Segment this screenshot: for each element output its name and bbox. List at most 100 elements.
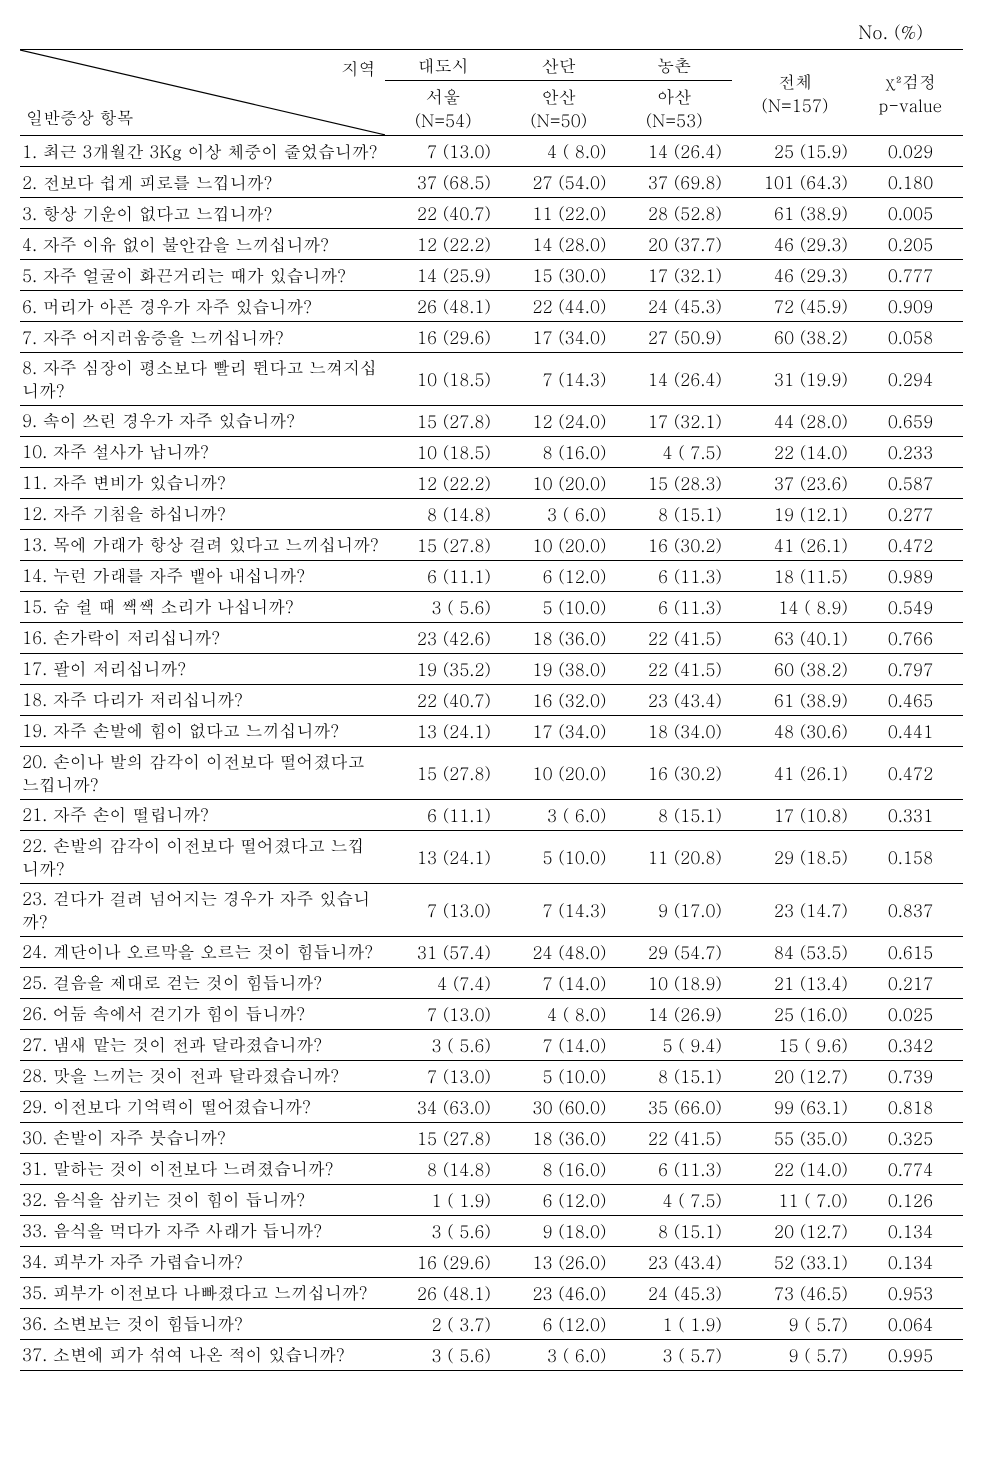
- question-cell: 24. 계단이나 오르막을 오르는 것이 힘듭니까?: [20, 936, 385, 967]
- value-cell: 15 (27.8): [385, 746, 501, 799]
- value-cell: 26 (48.1): [385, 1277, 501, 1308]
- value-cell: 13 (26.0): [501, 1246, 617, 1277]
- table-row: 35. 피부가 이전보다 나빠졌다고 느끼십니까?26 (48.1)23 (46…: [20, 1277, 963, 1308]
- question-cell: 11. 자주 변비가 있습니까?: [20, 467, 385, 498]
- city-n: (N=50): [530, 108, 587, 132]
- question-cell: 25. 걸음을 제대로 걷는 것이 힘듭니까?: [20, 967, 385, 998]
- pvalue-cell: 0.233: [858, 436, 963, 467]
- group-rural: 농촌: [616, 50, 732, 81]
- value-cell: 6 (11.1): [385, 560, 501, 591]
- question-cell: 12. 자주 기침을 하십니까?: [20, 498, 385, 529]
- value-cell: 15 (30.0): [501, 260, 617, 291]
- value-cell: 7 (14.0): [501, 1029, 617, 1060]
- value-cell: 6 (12.0): [501, 560, 617, 591]
- value-cell: 16 (30.2): [616, 746, 732, 799]
- value-cell: 25 (16.0): [732, 998, 858, 1029]
- value-cell: 13 (24.1): [385, 715, 501, 746]
- value-cell: 46 (29.3): [732, 229, 858, 260]
- value-cell: 24 (45.3): [616, 1277, 732, 1308]
- pvalue-cell: 0.989: [858, 560, 963, 591]
- symptom-table: 지역 일반증상 항목 대도시 산단 농촌 전체 (N=157) χ²검정 p-v…: [20, 49, 963, 1371]
- question-cell: 18. 자주 다리가 저리십니까?: [20, 684, 385, 715]
- value-cell: 101 (64.3): [732, 167, 858, 198]
- value-cell: 28 (52.8): [616, 198, 732, 229]
- table-row: 2. 전보다 쉽게 피로를 느낍니까?37 (68.5)27 (54.0)37 …: [20, 167, 963, 198]
- pvalue-cell: 0.587: [858, 467, 963, 498]
- pvalue-cell: 0.797: [858, 653, 963, 684]
- value-cell: 5 (10.0): [501, 1060, 617, 1091]
- group-big-city: 대도시: [385, 50, 501, 81]
- question-cell: 31. 말하는 것이 이전보다 느려졌습니까?: [20, 1153, 385, 1184]
- value-cell: 19 (38.0): [501, 653, 617, 684]
- value-cell: 22 (41.5): [616, 653, 732, 684]
- value-cell: 9 (18.0): [501, 1215, 617, 1246]
- table-row: 30. 손발이 자주 붓습니까?15 (27.8)18 (36.0)22 (41…: [20, 1122, 963, 1153]
- header-total: 전체 (N=157): [732, 50, 858, 136]
- table-row: 10. 자주 설사가 납니까?10 (18.5)8 (16.0)4 ( 7.5)…: [20, 436, 963, 467]
- value-cell: 18 (36.0): [501, 622, 617, 653]
- value-cell: 10 (20.0): [501, 467, 617, 498]
- value-cell: 6 (12.0): [501, 1308, 617, 1339]
- value-cell: 16 (29.6): [385, 1246, 501, 1277]
- pvalue-cell: 0.953: [858, 1277, 963, 1308]
- value-cell: 3 ( 5.6): [385, 1029, 501, 1060]
- table-row: 17. 팔이 저리십니까?19 (35.2)19 (38.0)22 (41.5)…: [20, 653, 963, 684]
- value-cell: 8 (15.1): [616, 799, 732, 830]
- value-cell: 99 (63.1): [732, 1091, 858, 1122]
- city-ansan: 안산 (N=50): [501, 81, 617, 136]
- value-cell: 5 (10.0): [501, 591, 617, 622]
- question-cell: 3. 항상 기운이 없다고 느낍니까?: [20, 198, 385, 229]
- value-cell: 16 (30.2): [616, 529, 732, 560]
- total-n: (N=157): [761, 93, 828, 117]
- question-cell: 13. 목에 가래가 항상 걸려 있다고 느끼십니까?: [20, 529, 385, 560]
- table-row: 8. 자주 심장이 평소보다 빨리 뛴다고 느껴지십니까?10 (18.5)7 …: [20, 353, 963, 406]
- question-cell: 32. 음식을 삼키는 것이 힘이 듭니까?: [20, 1184, 385, 1215]
- question-cell: 15. 숨 쉴 때 쌕쌕 소리가 나십니까?: [20, 591, 385, 622]
- value-cell: 37 (68.5): [385, 167, 501, 198]
- value-cell: 46 (29.3): [732, 260, 858, 291]
- table-row: 27. 냄새 맡는 것이 전과 달라졌습니까?3 ( 5.6)7 (14.0)5…: [20, 1029, 963, 1060]
- value-cell: 23 (43.4): [616, 1246, 732, 1277]
- value-cell: 8 (15.1): [616, 1215, 732, 1246]
- pvalue-cell: 0.325: [858, 1122, 963, 1153]
- value-cell: 31 (57.4): [385, 936, 501, 967]
- value-cell: 37 (69.8): [616, 167, 732, 198]
- city-name: 안산: [542, 84, 576, 108]
- value-cell: 14 ( 8.9): [732, 591, 858, 622]
- city-asan: 아산 (N=53): [616, 81, 732, 136]
- table-row: 31. 말하는 것이 이전보다 느려졌습니까?8 (14.8)8 (16.0)6…: [20, 1153, 963, 1184]
- value-cell: 15 (27.8): [385, 1122, 501, 1153]
- question-cell: 17. 팔이 저리십니까?: [20, 653, 385, 684]
- value-cell: 12 (24.0): [501, 405, 617, 436]
- pvalue-cell: 0.774: [858, 1153, 963, 1184]
- value-cell: 14 (26.4): [616, 353, 732, 406]
- value-cell: 3 ( 5.6): [385, 591, 501, 622]
- city-name: 아산: [657, 84, 691, 108]
- table-row: 18. 자주 다리가 저리십니까?22 (40.7)16 (32.0)23 (4…: [20, 684, 963, 715]
- table-row: 11. 자주 변비가 있습니까?12 (22.2)10 (20.0)15 (28…: [20, 467, 963, 498]
- question-cell: 21. 자주 손이 떨립니까?: [20, 799, 385, 830]
- question-cell: 14. 누런 가래를 자주 뱉아 내십니까?: [20, 560, 385, 591]
- value-cell: 4 (7.4): [385, 967, 501, 998]
- value-cell: 14 (26.9): [616, 998, 732, 1029]
- value-cell: 11 ( 7.0): [732, 1184, 858, 1215]
- table-row: 5. 자주 얼굴이 화끈거리는 때가 있습니까?14 (25.9)15 (30.…: [20, 260, 963, 291]
- value-cell: 10 (20.0): [501, 529, 617, 560]
- pvalue-cell: 0.064: [858, 1308, 963, 1339]
- value-cell: 61 (38.9): [732, 684, 858, 715]
- table-row: 3. 항상 기운이 없다고 느낍니까?22 (40.7)11 (22.0)28 …: [20, 198, 963, 229]
- value-cell: 6 (12.0): [501, 1184, 617, 1215]
- value-cell: 4 ( 7.5): [616, 436, 732, 467]
- pvalue-cell: 0.837: [858, 883, 963, 936]
- value-cell: 8 (15.1): [616, 498, 732, 529]
- unit-label: No. (%): [20, 20, 963, 45]
- value-cell: 12 (22.2): [385, 467, 501, 498]
- table-row: 36. 소변보는 것이 힘듭니까?2 ( 3.7)6 (12.0)1 ( 1.9…: [20, 1308, 963, 1339]
- value-cell: 16 (29.6): [385, 322, 501, 353]
- value-cell: 37 (23.6): [732, 467, 858, 498]
- value-cell: 3 ( 6.0): [501, 799, 617, 830]
- value-cell: 20 (12.7): [732, 1060, 858, 1091]
- table-row: 16. 손가락이 저리십니까?23 (42.6)18 (36.0)22 (41.…: [20, 622, 963, 653]
- table-row: 14. 누런 가래를 자주 뱉아 내십니까?6 (11.1)6 (12.0)6 …: [20, 560, 963, 591]
- question-cell: 10. 자주 설사가 납니까?: [20, 436, 385, 467]
